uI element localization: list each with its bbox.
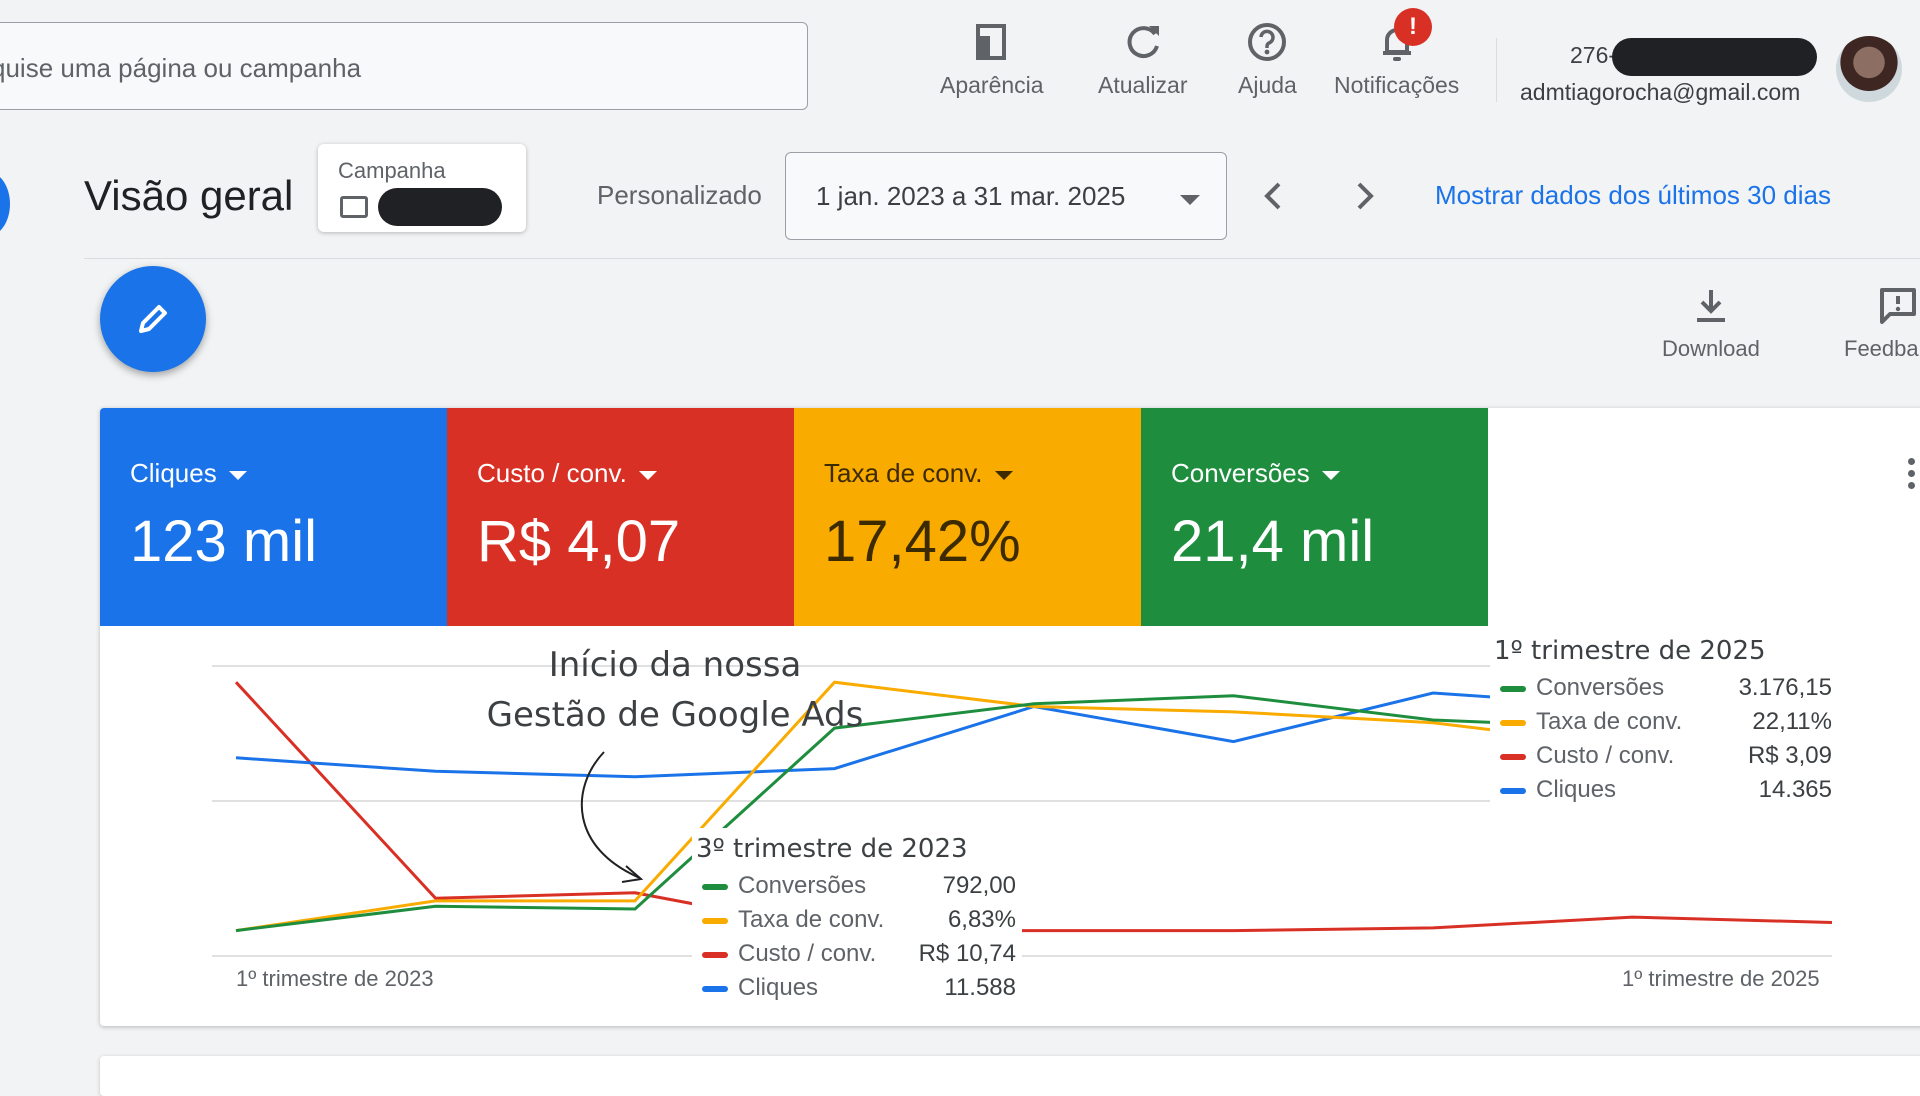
feedback-label: Feedba (1844, 336, 1919, 361)
metric-tile-clicks[interactable]: Cliques 123 mil (100, 408, 447, 626)
notifications-button[interactable]: Notificações ! (1334, 8, 1460, 99)
metric-label[interactable]: Conversões (1171, 458, 1340, 489)
tooltip-title: 3º trimestre de 2023 (696, 834, 968, 864)
tooltip-series-value: 6,83% (947, 906, 1016, 933)
refresh-icon (1127, 26, 1159, 59)
tooltip-row: Taxa de conv. 22,11% (1494, 708, 1832, 742)
next-card (100, 1056, 1920, 1096)
x-axis-label-start: 1º trimestre de 2023 (236, 966, 434, 991)
page-title: Visão geral (84, 172, 294, 219)
pencil-icon (139, 305, 167, 333)
tooltip-series-name: Custo / conv. (738, 940, 877, 967)
tooltip-series-value: 14.365 (1758, 776, 1832, 803)
tooltip-row: Custo / conv. R$ 10,74 (696, 940, 1016, 974)
chevron-right-icon (1357, 182, 1374, 210)
last-30-days-link[interactable]: Mostrar dados dos últimos 30 dias (1435, 180, 1831, 210)
help-label: Ajuda (1238, 72, 1297, 98)
appearance-button[interactable]: Aparência (940, 18, 1044, 99)
metric-tile-conversions[interactable]: Conversões 21,4 mil (1141, 408, 1488, 626)
next-period-button[interactable] (1344, 176, 1384, 216)
metric-value: R$ 4,07 (477, 509, 681, 574)
account-email: admtiagorocha@gmail.com (1520, 79, 1801, 105)
download-label: Download (1662, 336, 1760, 361)
tooltip-row: Conversões 792,00 (696, 872, 1016, 906)
search-input[interactable]: quise uma página ou campanha (0, 22, 808, 110)
tooltip-series-value: 22,11% (1752, 708, 1832, 735)
metric-tile-cost-per-conv[interactable]: Custo / conv. R$ 4,07 (447, 408, 794, 626)
tooltip-row: Taxa de conv. 6,83% (696, 906, 1016, 940)
header-separator (1496, 38, 1497, 102)
annotation-line-2: Gestão de Google Ads (486, 695, 864, 735)
tooltip-row: Cliques 11.588 (696, 974, 1016, 1008)
campaign-label: Campanha (338, 158, 446, 183)
date-range-value: 1 jan. 2023 a 31 mar. 2025 (816, 181, 1126, 211)
metric-value: 123 mil (130, 509, 317, 574)
overview-chart-card: Cliques 123 mil Custo / conv. R$ 4,07 Ta… (100, 408, 1920, 1026)
tooltip-series-name: Conversões (1536, 674, 1665, 701)
metric-tile-conv-rate[interactable]: Taxa de conv. 17,42% (794, 408, 1141, 626)
tooltip-series-value: 792,00 (942, 872, 1016, 899)
download-button[interactable]: Download (1662, 286, 1760, 362)
redacted-campaign-name (378, 188, 502, 226)
date-preset-label: Personalizado (597, 180, 762, 210)
campaign-icon (340, 196, 368, 218)
tooltip-series-value: 3.176,15 (1738, 674, 1832, 701)
edit-fab-button[interactable] (100, 266, 206, 372)
tooltip-series-name: Taxa de conv. (738, 906, 885, 933)
tooltip-q1-2025: 1º trimestre de 2025 Conversões 3.176,15 … (1490, 630, 1842, 814)
date-range-dropdown[interactable]: 1 jan. 2023 a 31 mar. 2025 (785, 152, 1227, 240)
feedback-button[interactable]: Feedba (1844, 286, 1920, 362)
metric-label[interactable]: Cliques (130, 458, 247, 489)
series-line-2[interactable] (234, 681, 1833, 933)
feedback-icon (1880, 288, 1916, 324)
tooltip-series-value: R$ 10,74 (918, 940, 1016, 967)
tooltip-series-name: Cliques (738, 974, 819, 1001)
notifications-label: Notificações (1334, 72, 1460, 98)
tooltip-series-name: Custo / conv. (1536, 742, 1675, 769)
tooltip-row: Custo / conv. R$ 3,09 (1494, 742, 1832, 776)
account-info[interactable]: 276- admtiagorocha@gmail.com (1520, 38, 1818, 108)
chart-annotation: Início da nossa Gestão de Google Ads (460, 640, 890, 740)
refresh-button[interactable]: Atualizar (1098, 18, 1187, 99)
tooltip-row: Conversões 3.176,15 (1494, 674, 1832, 708)
tooltip-series-name: Cliques (1536, 776, 1617, 803)
tooltip-series-name: Conversões (738, 872, 867, 899)
tooltip-series-value: 11.588 (944, 974, 1016, 1001)
chevron-left-icon (1264, 182, 1281, 210)
account-id: 276- (1570, 42, 1617, 69)
tooltip-row: Cliques 14.365 (1494, 776, 1832, 810)
search-placeholder: quise uma página ou campanha (0, 53, 362, 83)
appearance-label: Aparência (940, 72, 1044, 98)
notification-badge: ! (1394, 8, 1432, 46)
dropdown-caret-icon (1180, 195, 1200, 205)
more-options-icon[interactable] (1908, 458, 1916, 494)
redacted-account-id (1612, 38, 1818, 76)
tooltip-series-value: R$ 3,09 (1747, 742, 1832, 769)
annotation-arrow (580, 751, 641, 879)
help-button[interactable]: Ajuda (1238, 18, 1297, 99)
help-icon (1248, 23, 1287, 61)
nav-indicator[interactable] (0, 172, 10, 236)
download-icon (1696, 290, 1725, 322)
metric-value: 21,4 mil (1171, 509, 1375, 574)
metric-label[interactable]: Custo / conv. (477, 458, 657, 489)
prev-period-button[interactable] (1254, 176, 1294, 216)
metric-label[interactable]: Taxa de conv. (824, 458, 1013, 489)
x-axis-label-end: 1º trimestre de 2025 (1622, 966, 1820, 991)
tooltip-series-name: Taxa de conv. (1536, 708, 1683, 735)
avatar[interactable] (1836, 36, 1902, 102)
annotation-line-1: Início da nossa (548, 645, 802, 685)
header-divider (84, 258, 1920, 259)
tooltip-q3-2023: 3º trimestre de 2023 Conversões 792,00 Ta… (692, 828, 1022, 1012)
metric-value: 17,42% (824, 509, 1021, 574)
refresh-label: Atualizar (1098, 72, 1188, 98)
tooltip-title: 1º trimestre de 2025 (1494, 636, 1766, 666)
campaign-selector[interactable]: Campanha (318, 144, 526, 232)
annotation-arrowhead (621, 865, 644, 883)
appearance-icon (975, 24, 1006, 60)
